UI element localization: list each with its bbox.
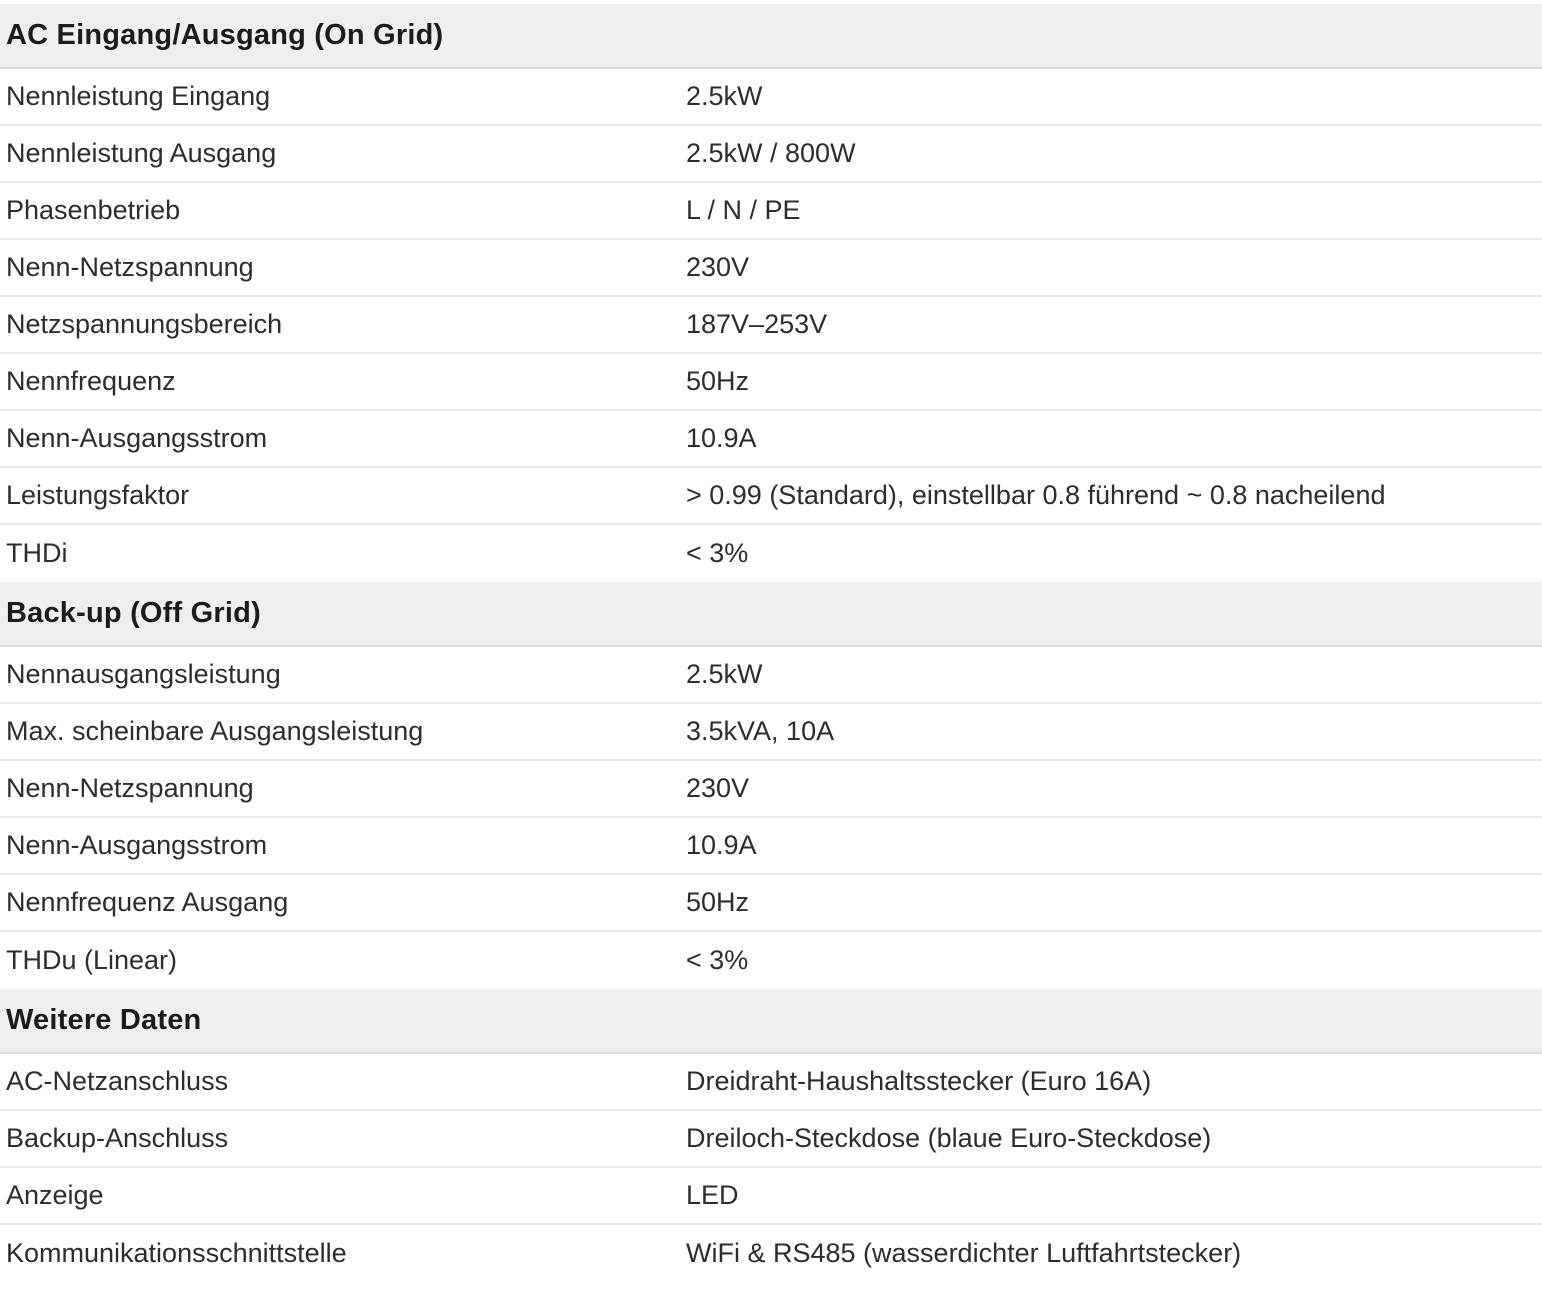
spec-label: Backup-Anschluss: [6, 1123, 229, 1153]
spec-label: AC-Netzanschluss: [6, 1066, 229, 1096]
spec-value: 50Hz: [686, 887, 750, 917]
spec-value: 3.5kVA, 10A: [686, 716, 835, 746]
spec-row: Kommunikationsschnittstelle WiFi & RS485…: [0, 1225, 1542, 1282]
spec-value: > 0.99 (Standard), einstellbar 0.8 führe…: [686, 480, 1386, 510]
spec-row: Backup-Anschluss Dreiloch-Steckdose (bla…: [0, 1111, 1542, 1168]
spec-value: 230V: [686, 252, 750, 282]
spec-label: Anzeige: [6, 1180, 104, 1210]
spec-section: AC Eingang/Ausgang (On Grid) Nennleistun…: [0, 4, 1542, 582]
spec-row: THDu (Linear) < 3%: [0, 932, 1542, 989]
spec-value: LED: [686, 1180, 739, 1210]
spec-row: Anzeige LED: [0, 1168, 1542, 1225]
spec-row: Nennfrequenz Ausgang 50Hz: [0, 875, 1542, 932]
spec-label: Nennausgangsleistung: [6, 659, 281, 689]
spec-label: THDu (Linear): [6, 945, 178, 975]
spec-label: Nenn-Ausgangsstrom: [6, 830, 268, 860]
spec-section: Back-up (Off Grid) Nennausgangsleistung …: [0, 582, 1542, 989]
spec-value: L / N / PE: [686, 195, 801, 225]
section-header: AC Eingang/Ausgang (On Grid): [0, 4, 1542, 69]
spec-row: Leistungsfaktor > 0.99 (Standard), einst…: [0, 468, 1542, 525]
spec-row: Nennausgangsleistung 2.5kW: [0, 647, 1542, 704]
spec-row: Nenn-Ausgangsstrom 10.9A: [0, 411, 1542, 468]
spec-row: Phasenbetrieb L / N / PE: [0, 183, 1542, 240]
spec-value: 230V: [686, 773, 750, 803]
spec-label: Nennfrequenz: [6, 366, 176, 396]
spec-label: Nennleistung Ausgang: [6, 138, 277, 168]
spec-label: Kommunikationsschnittstelle: [6, 1238, 347, 1268]
spec-row: Nennleistung Eingang 2.5kW: [0, 69, 1542, 126]
spec-label: Nennleistung Eingang: [6, 81, 271, 111]
spec-row: Max. scheinbare Ausgangsleistung 3.5kVA,…: [0, 704, 1542, 761]
spec-value: < 3%: [686, 538, 749, 568]
spec-label: Nenn-Netzspannung: [6, 252, 254, 282]
spec-value: Dreidraht-Haushaltsstecker (Euro 16A): [686, 1066, 1152, 1096]
spec-row: Nenn-Netzspannung 230V: [0, 761, 1542, 818]
spec-section: Weitere Daten AC-Netzanschluss Dreidraht…: [0, 989, 1542, 1282]
spec-row: Nenn-Ausgangsstrom 10.9A: [0, 818, 1542, 875]
spec-row: Nenn-Netzspannung 230V: [0, 240, 1542, 297]
spec-value: 10.9A: [686, 830, 757, 860]
spec-label: Max. scheinbare Ausgangsleistung: [6, 716, 424, 746]
spec-table: AC Eingang/Ausgang (On Grid) Nennleistun…: [0, 4, 1542, 1282]
spec-row: THDi < 3%: [0, 525, 1542, 582]
spec-value: Dreiloch-Steckdose (blaue Euro-Steckdose…: [686, 1123, 1212, 1153]
spec-label: THDi: [6, 538, 68, 568]
spec-row: Nennfrequenz 50Hz: [0, 354, 1542, 411]
section-title: Back-up (Off Grid): [6, 597, 261, 629]
spec-row: AC-Netzanschluss Dreidraht-Haushaltsstec…: [0, 1054, 1542, 1111]
spec-label: Leistungsfaktor: [6, 480, 190, 510]
spec-label: Nenn-Netzspannung: [6, 773, 254, 803]
section-title: AC Eingang/Ausgang (On Grid): [6, 19, 444, 51]
section-rows: AC-Netzanschluss Dreidraht-Haushaltsstec…: [0, 1054, 1542, 1282]
spec-label: Netzspannungsbereich: [6, 309, 283, 339]
section-header: Back-up (Off Grid): [0, 582, 1542, 647]
spec-row: Netzspannungsbereich 187V–253V: [0, 297, 1542, 354]
spec-value: 2.5kW: [686, 81, 763, 111]
section-header: Weitere Daten: [0, 989, 1542, 1054]
spec-value: WiFi & RS485 (wasserdichter Luftfahrtste…: [686, 1238, 1242, 1268]
spec-value: < 3%: [686, 945, 749, 975]
spec-row: Nennleistung Ausgang 2.5kW / 800W: [0, 126, 1542, 183]
section-rows: Nennausgangsleistung 2.5kW Max. scheinba…: [0, 647, 1542, 989]
spec-value: 187V–253V: [686, 309, 828, 339]
section-title: Weitere Daten: [6, 1004, 202, 1036]
spec-value: 2.5kW / 800W: [686, 138, 856, 168]
spec-value: 2.5kW: [686, 659, 763, 689]
spec-value: 50Hz: [686, 366, 750, 396]
spec-label: Nenn-Ausgangsstrom: [6, 423, 268, 453]
section-rows: Nennleistung Eingang 2.5kW Nennleistung …: [0, 69, 1542, 582]
spec-value: 10.9A: [686, 423, 757, 453]
spec-label: Nennfrequenz Ausgang: [6, 887, 289, 917]
spec-label: Phasenbetrieb: [6, 195, 181, 225]
